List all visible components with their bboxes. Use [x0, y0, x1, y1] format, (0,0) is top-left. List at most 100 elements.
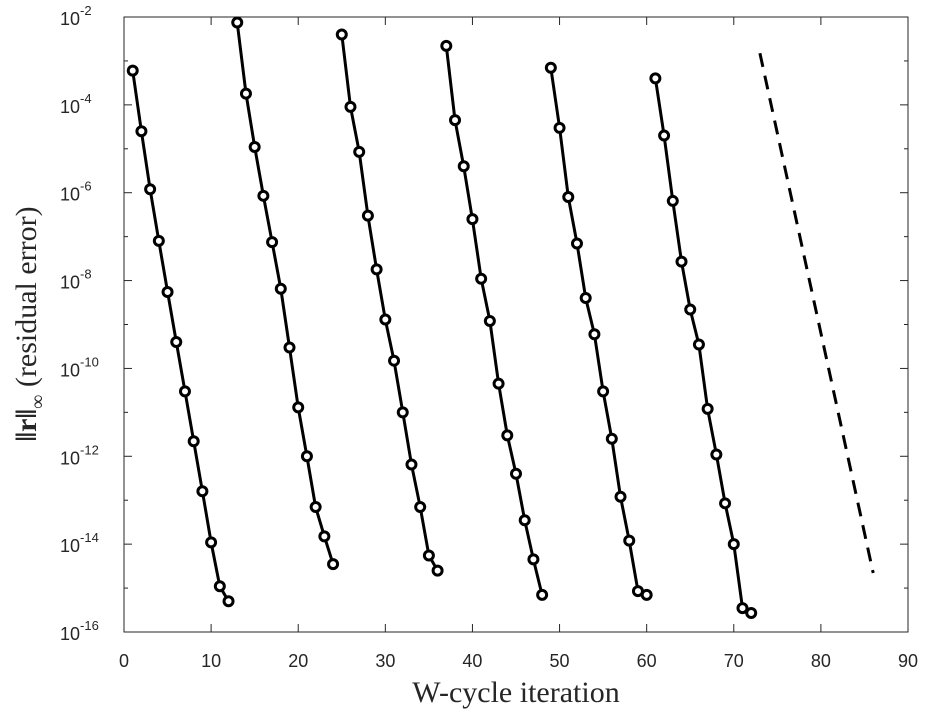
data-point [553, 121, 566, 134]
data-point [344, 100, 357, 113]
y-tick-label-base: 10 [60, 9, 80, 29]
data-point [300, 450, 313, 463]
y-tick-label-base: 10 [60, 97, 80, 117]
data-point [257, 189, 270, 202]
data-point [231, 16, 244, 29]
y-tick-label: 10-4 [60, 91, 92, 117]
y-tick-label: 10-12 [60, 442, 99, 468]
data-point [710, 448, 723, 461]
y-tick-label-base: 10 [60, 273, 80, 293]
data-point [492, 377, 505, 390]
data-point [449, 114, 462, 127]
data-point [640, 588, 653, 601]
data-point [727, 538, 740, 551]
data-point [335, 28, 348, 41]
data-point [283, 341, 296, 354]
data-point [396, 406, 409, 419]
data-point [562, 190, 575, 203]
y-tick-label-exponent: -16 [80, 618, 99, 633]
data-point [422, 549, 435, 562]
data-point [527, 553, 540, 566]
data-point [152, 234, 165, 247]
data-point [658, 129, 671, 142]
y-tick-label-base: 10 [60, 185, 80, 205]
data-point [178, 385, 191, 398]
data-point [135, 125, 148, 138]
y-tick-label: 10-6 [60, 179, 92, 205]
data-point [205, 536, 218, 549]
x-axis-label: W-cycle iteration [412, 676, 619, 709]
y-axis-label: ‖r‖∞ (residual error) [10, 206, 49, 441]
data-point [370, 263, 383, 276]
data-point [213, 580, 226, 593]
data-point [614, 490, 627, 503]
x-tick-label: 60 [637, 651, 657, 671]
series-line [549, 67, 648, 597]
data-point [666, 194, 679, 207]
series-line [653, 78, 752, 615]
data-point [475, 272, 488, 285]
y-axis-label-norm: ‖r‖ [10, 409, 43, 442]
y-axis-label-subscript: ∞ [27, 395, 49, 409]
data-point [266, 236, 279, 249]
data-point [719, 497, 732, 510]
data-point [501, 429, 514, 442]
x-tick-label: 50 [550, 651, 570, 671]
data-point [597, 385, 610, 398]
y-tick-label: 10-10 [60, 354, 99, 380]
y-tick-label-base: 10 [60, 360, 80, 380]
data-point [675, 255, 688, 268]
y-tick-label-exponent: -14 [80, 530, 99, 545]
series-line [444, 45, 544, 596]
data-point [292, 401, 305, 414]
axis-layer: 0 10 20 30 40 50 60 70 80 9010-210-410-610-810-10… [60, 3, 918, 671]
data-point [379, 313, 392, 326]
data-point [440, 39, 453, 52]
x-tick-label: 40 [462, 651, 482, 671]
x-tick-label: 90 [898, 651, 918, 671]
data-point [187, 435, 200, 448]
data-point [361, 209, 374, 222]
data-point [684, 303, 697, 316]
y-tick-label-base: 10 [60, 536, 80, 556]
data-point [144, 183, 157, 196]
y-tick-label-exponent: -2 [80, 3, 92, 18]
data-point [510, 467, 522, 480]
data-point [274, 282, 287, 295]
data-point [318, 530, 331, 543]
series-line [131, 70, 230, 603]
series-line [340, 34, 439, 572]
data-point [405, 458, 418, 471]
x-tick-label: 80 [811, 651, 831, 671]
data-point [605, 432, 618, 445]
y-tick-label-exponent: -6 [80, 179, 92, 194]
data-point [388, 354, 401, 367]
data-point [457, 160, 470, 173]
plot-area [123, 16, 909, 633]
data-point [536, 588, 549, 601]
data-point [570, 237, 583, 250]
y-tick-label-exponent: -4 [80, 91, 92, 106]
data-point [414, 501, 427, 514]
data-point [222, 595, 235, 608]
data-point [588, 328, 601, 341]
y-tick-label: 10-14 [60, 530, 99, 556]
data-point [327, 558, 340, 571]
data-point [161, 285, 174, 298]
data-point [353, 145, 366, 158]
x-tick-label: 20 [288, 651, 308, 671]
data-point [579, 292, 592, 305]
series-layer [126, 16, 875, 620]
x-tick-label: 30 [375, 651, 395, 671]
y-tick-label-exponent: -12 [80, 442, 99, 457]
data-point [692, 338, 705, 351]
data-point [239, 87, 252, 100]
data-point [170, 335, 183, 348]
reference-slope-line [758, 52, 875, 574]
data-point [309, 501, 322, 514]
y-tick-label-exponent: -10 [80, 354, 99, 369]
y-tick-label-base: 10 [60, 448, 80, 468]
data-point [649, 72, 662, 85]
data-point [126, 64, 139, 77]
